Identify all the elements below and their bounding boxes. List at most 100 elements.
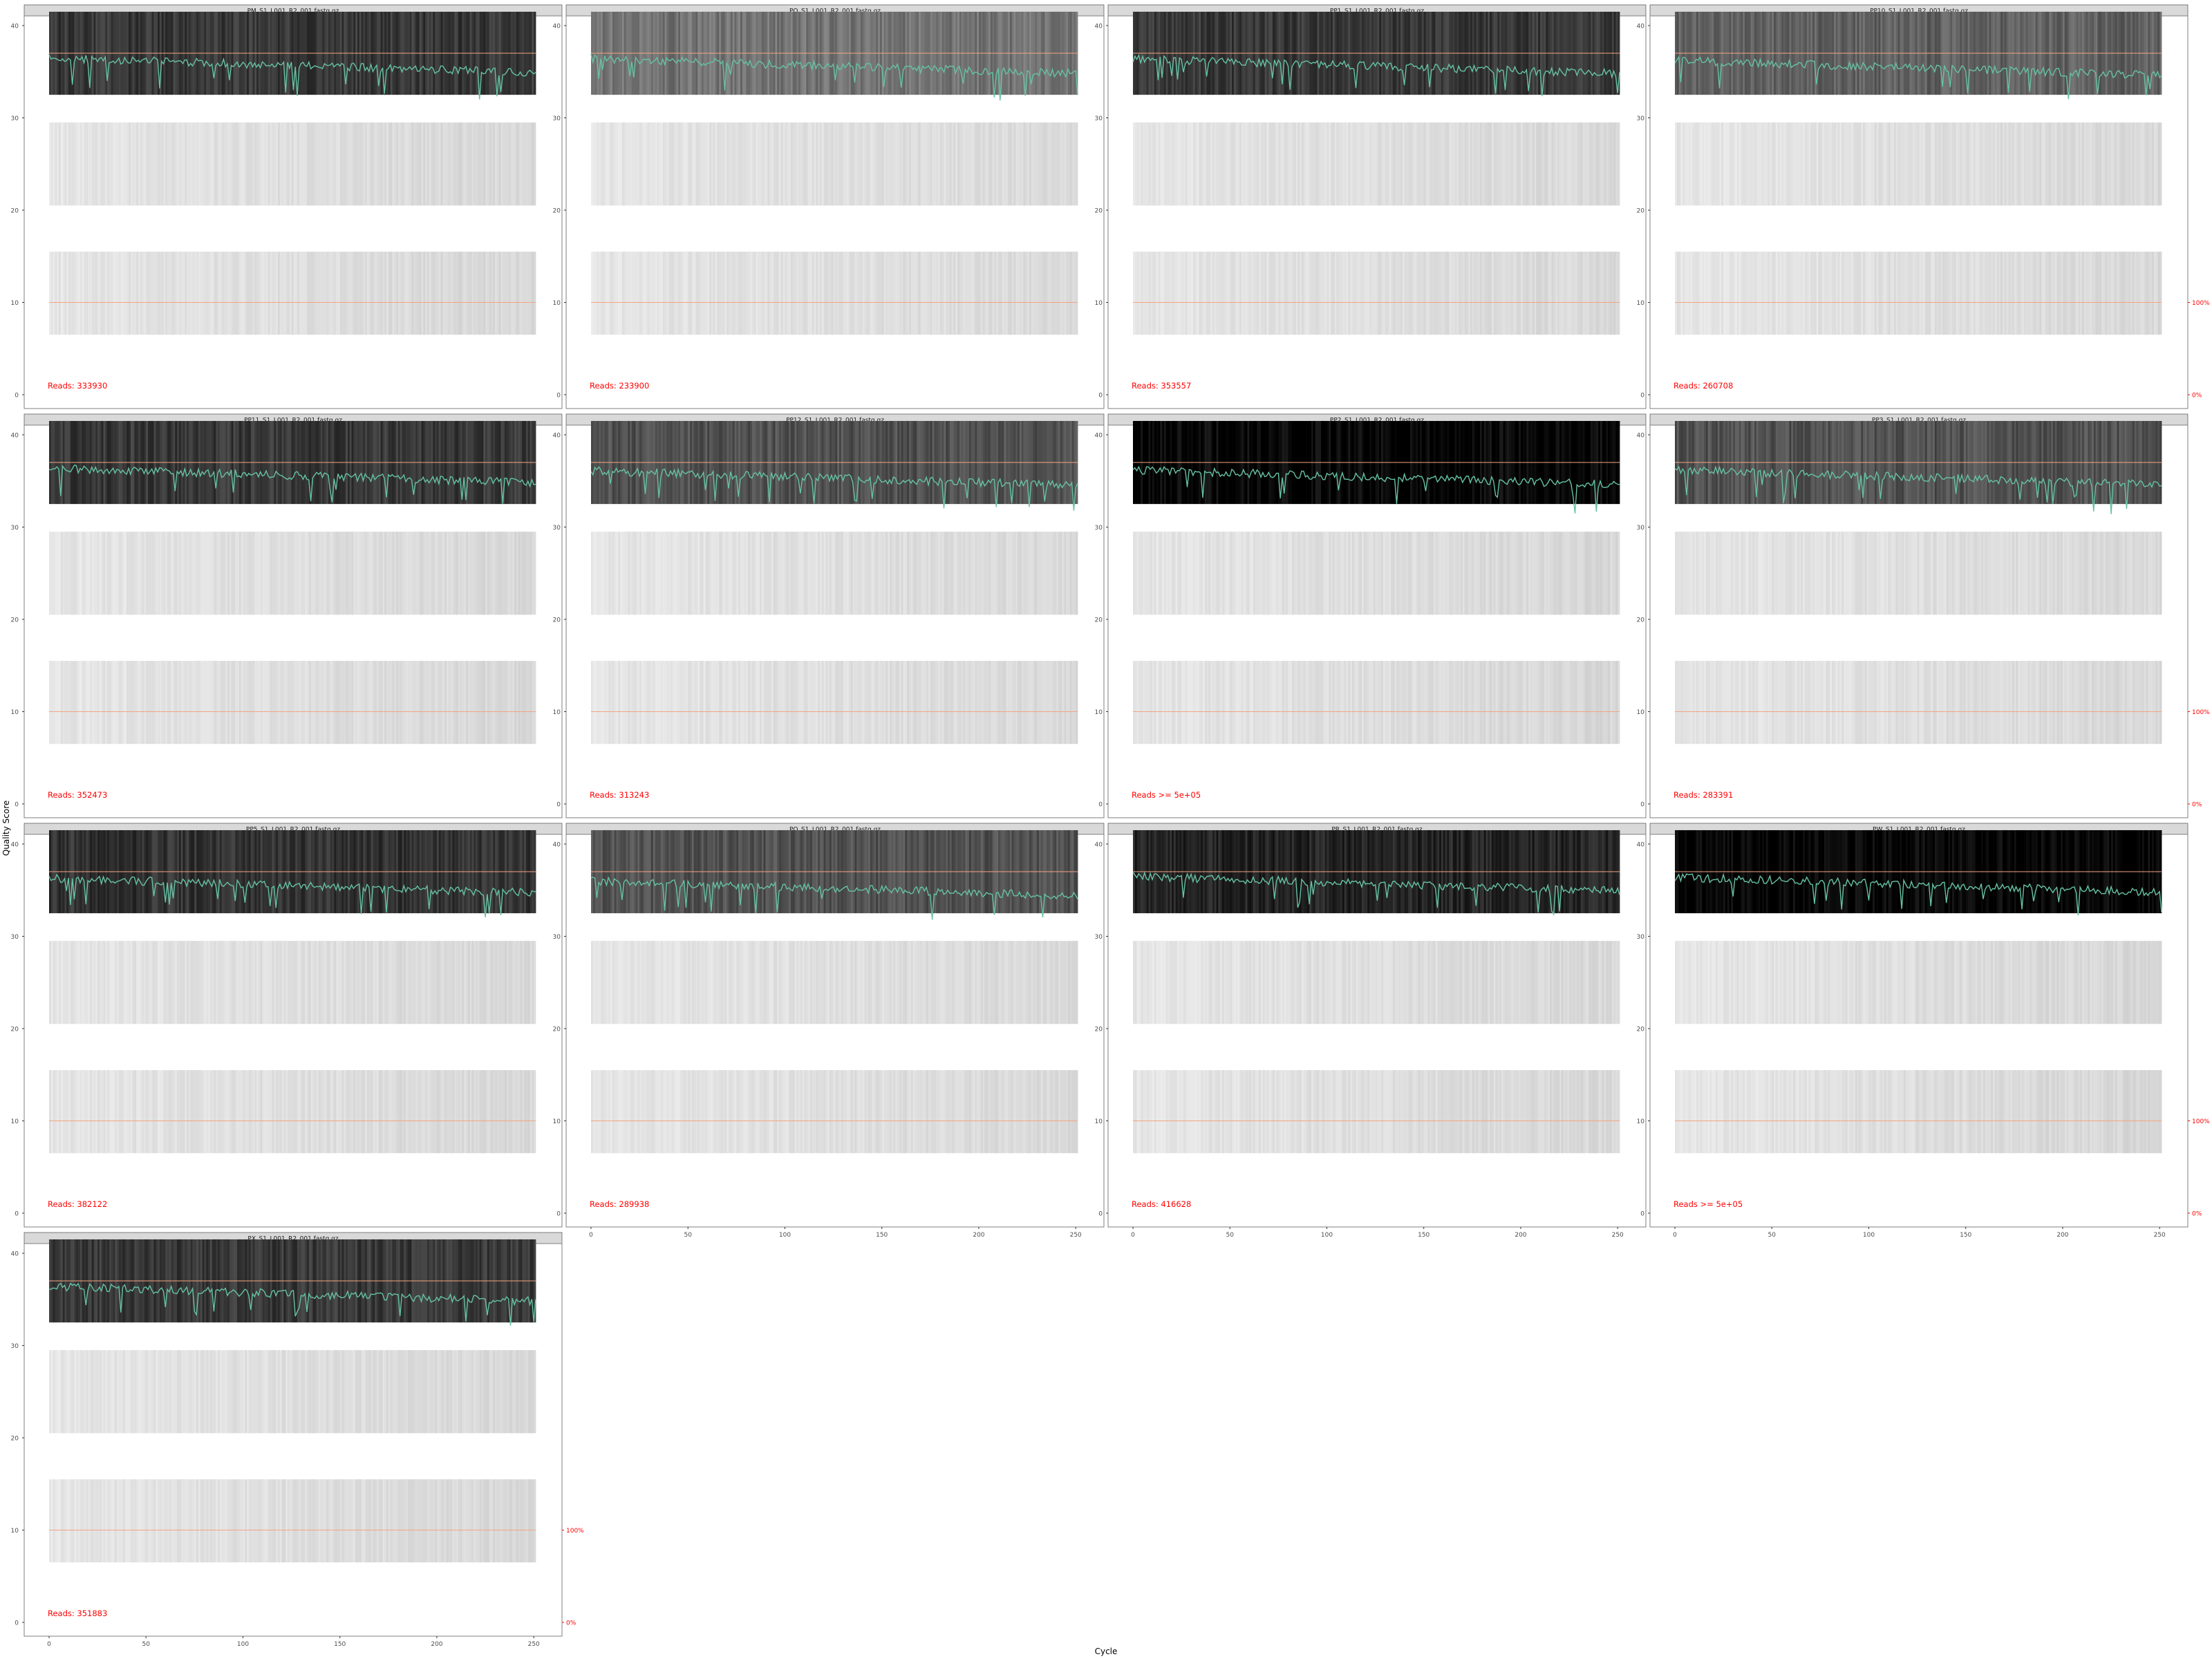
heat-cell [1550,252,1553,335]
heat-cell [320,252,323,335]
heat-cell [1369,122,1372,206]
heat-cell [270,532,272,615]
heat-cell [1048,661,1051,744]
heat-cell [823,252,826,335]
heat-cell [1156,122,1159,206]
heat-cell [1011,252,1014,335]
heat-cell [317,252,319,335]
heat-cell [1015,532,1018,615]
heat-cell [464,122,467,206]
heat-cell [878,122,881,206]
heat-cell [124,122,127,206]
heat-cell [363,252,366,335]
heat-cell [524,252,527,335]
heat-cell [1185,122,1188,206]
heat-cell [72,532,75,615]
heat-cell [1247,252,1250,335]
heat-cell [1235,252,1238,335]
heat-cell [2105,252,2108,335]
heat-cell [1758,122,1761,206]
heat-cell [256,532,259,615]
heat-cell [1173,122,1177,206]
heat-cell [1274,532,1277,615]
heat-cell [260,661,263,744]
heat-cell [1480,252,1483,335]
heat-cell [190,661,193,744]
heat-cell [1967,122,1970,206]
heat-cell [204,661,207,744]
heat-cell [113,661,115,744]
heat-cell [1332,122,1335,206]
heat-cell [68,661,71,744]
heat-cell [1505,252,1508,335]
heat-cell [1897,252,1900,335]
heat-cell [82,661,84,744]
heat-cell [1303,252,1306,335]
heat-cell [787,532,789,615]
heat-cell [967,532,970,615]
heat-cell [742,252,744,335]
heat-cell [1391,252,1394,335]
heat-cell [612,252,615,335]
heat-cell [88,532,91,615]
heat-cell [990,661,993,744]
heat-cell [171,532,174,615]
heat-cell [806,532,809,615]
heat-cell [49,661,52,744]
heat-cell [1933,252,1936,335]
heat-cell [936,122,939,206]
heat-cell [864,122,867,206]
heat-cell [771,532,774,615]
heat-cell [1600,252,1603,335]
heat-cell [1462,252,1465,335]
heat-cell [825,661,828,744]
heat-cell [277,252,281,335]
heat-cell [206,532,209,615]
heat-cell [400,661,402,744]
heat-cell [592,252,595,335]
heat-cell [1069,252,1072,335]
heat-cell [485,661,488,744]
heat-cell [1801,252,1803,335]
heat-cell [591,252,594,335]
heat-cell [1278,252,1281,335]
heat-cell [618,122,621,206]
heat-cell [1468,122,1471,206]
heat-cell [328,661,331,744]
heat-cell [1501,122,1504,206]
heat-cell [682,252,685,335]
heat-cell [1324,252,1327,335]
heat-cell [881,122,884,206]
heat-cell [404,661,406,744]
heat-cell [1913,122,1916,206]
heat-cell [204,252,207,335]
heat-cell [169,661,172,744]
heat-cell [1719,122,1722,206]
heat-cell [1584,122,1587,206]
heat-cell [1181,252,1184,335]
heat-cell [512,252,515,335]
heat-cell [283,122,286,206]
heat-cell [425,252,428,335]
heat-cell [456,122,459,206]
heat-cell [514,252,517,335]
heat-cell [464,532,467,615]
heat-cell [266,532,269,615]
heat-cell [1021,252,1024,335]
heat-cell [344,252,346,335]
heat-cell [1613,122,1616,206]
heat-cell [1839,252,1842,335]
heat-cell [245,661,247,744]
heat-cell [427,532,430,615]
heat-cell [380,252,383,335]
heat-cell [402,532,404,615]
heat-cell [951,661,954,744]
heat-cell [1987,252,1989,335]
heat-cell [462,122,465,206]
heat-cell [204,532,207,615]
heat-cell [881,252,884,335]
heat-cell [308,122,312,206]
heat-cell [1297,122,1300,206]
heat-cell [527,532,530,615]
heat-cell [1023,252,1026,335]
